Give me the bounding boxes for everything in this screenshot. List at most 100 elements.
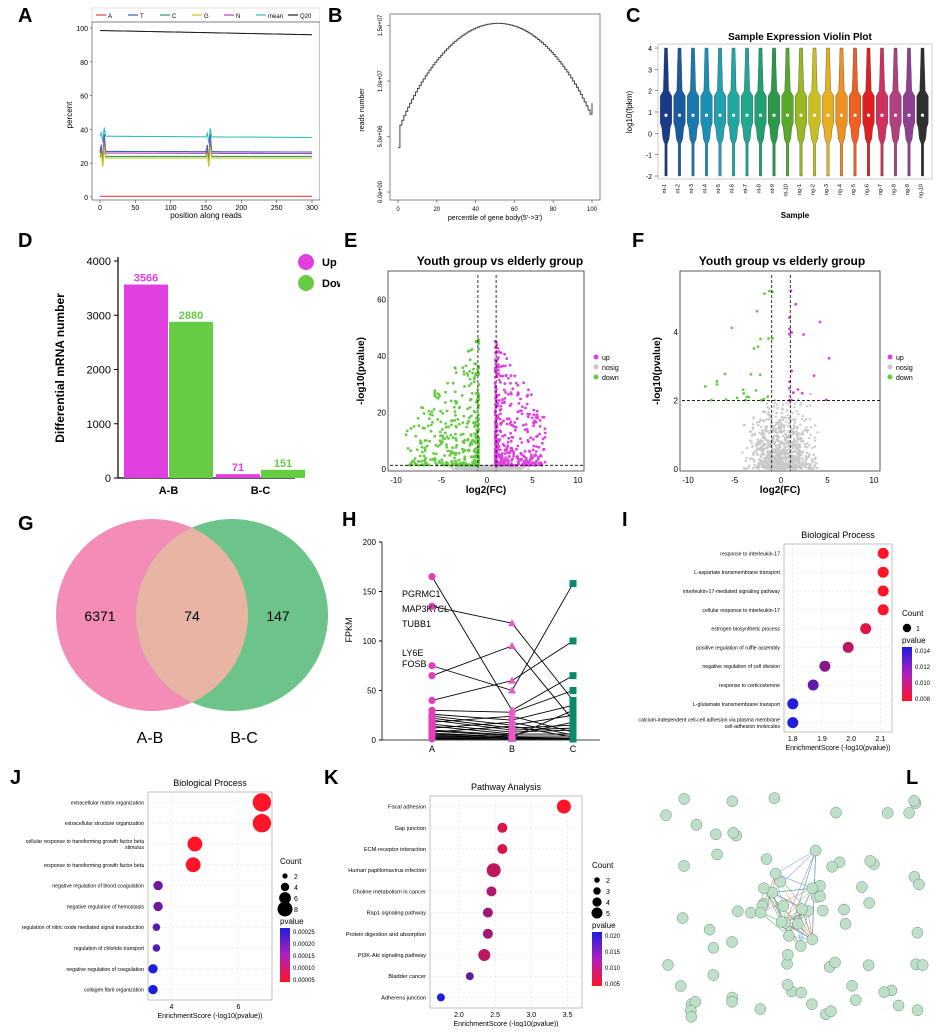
- point-down: [453, 419, 457, 422]
- point-down: [472, 367, 475, 371]
- tick-label: 60: [80, 94, 88, 101]
- point-nosig: [782, 416, 786, 419]
- violin-ng-6: [862, 47, 875, 177]
- point-nosig: [784, 432, 787, 435]
- point-nosig: [753, 433, 756, 436]
- panel-b-xlabel: percentile of gene body(5'->3'): [448, 215, 542, 222]
- point-up: [522, 423, 525, 427]
- point-nosig: [785, 421, 788, 424]
- pvalue-tick: 0.010: [915, 681, 931, 687]
- point-up: [497, 369, 500, 372]
- point-up: [535, 413, 539, 417]
- point-nosig: [522, 466, 525, 469]
- ppi-node: [707, 942, 720, 954]
- point-up: [497, 378, 501, 382]
- enrichment-point: [807, 679, 819, 691]
- point-up: [499, 461, 503, 465]
- venn-left-count: 6371: [84, 608, 115, 624]
- point-down: [742, 392, 746, 395]
- point-down: [461, 421, 465, 425]
- point-down: [439, 434, 442, 438]
- point-up: [508, 363, 512, 367]
- point-up: [505, 357, 509, 360]
- point-down: [444, 390, 447, 394]
- point-up: [522, 459, 526, 463]
- ppi-node: [829, 956, 841, 969]
- gene-label: LY6E: [402, 648, 423, 658]
- enrichment-point: [877, 566, 889, 578]
- point-down: [404, 433, 408, 437]
- point-up: [534, 420, 538, 424]
- term-label: collagen fibril organization: [84, 988, 144, 994]
- point-nosig: [792, 455, 795, 459]
- term-label: ECM-receptor interaction: [364, 847, 426, 853]
- point-nosig: [781, 434, 785, 438]
- violin-median: [785, 113, 790, 117]
- tick-label: 250: [271, 205, 283, 212]
- panel-b-label: B: [328, 5, 342, 27]
- point-nosig: [756, 446, 759, 450]
- point-down: [457, 458, 461, 462]
- point-down: [449, 433, 453, 437]
- point-down: [467, 384, 471, 388]
- point-up: [499, 404, 503, 408]
- point-nosig: [794, 455, 797, 458]
- point-up: [790, 331, 794, 334]
- point-down: [745, 395, 749, 399]
- tick-label: 200: [235, 205, 247, 212]
- legend-label: Q20: [300, 14, 312, 20]
- point-nosig: [815, 466, 818, 470]
- ppi-node: [817, 904, 829, 917]
- plot-area: [387, 270, 585, 472]
- tick-label: 0: [674, 465, 679, 474]
- violin-nt-9: [768, 47, 780, 177]
- point-nosig: [751, 427, 755, 430]
- group-label: B: [509, 744, 515, 754]
- point-nosig: [751, 467, 755, 470]
- ppi-node: [760, 853, 773, 865]
- point-up: [527, 388, 530, 392]
- point-up: [537, 445, 541, 449]
- point-nosig: [757, 424, 760, 427]
- point-down: [468, 443, 472, 447]
- point-down: [419, 441, 422, 445]
- point-nosig: [755, 444, 758, 447]
- point-b: [508, 718, 516, 726]
- point-up: [543, 460, 547, 464]
- term-label: interleukin-17-mediated signaling pathwa…: [683, 589, 780, 595]
- point-down: [472, 380, 476, 384]
- point-nosig: [756, 453, 759, 456]
- point-a: [428, 696, 436, 704]
- point-nosig: [801, 451, 804, 454]
- ppi-edge: [763, 888, 782, 923]
- point-down: [431, 420, 434, 424]
- point-up: [516, 457, 520, 461]
- volcano-points: [703, 289, 831, 471]
- point-up: [504, 374, 508, 378]
- point-up: [508, 404, 512, 408]
- point-up: [827, 356, 831, 360]
- point-up: [499, 457, 503, 461]
- point-down: [424, 439, 428, 442]
- point-nosig: [757, 466, 760, 469]
- point-nosig: [797, 432, 800, 435]
- coverage-curve: [398, 22, 593, 149]
- point-down: [470, 391, 474, 395]
- point-down: [444, 425, 448, 429]
- point-nosig: [455, 465, 458, 469]
- bar-value-label: 3566: [134, 273, 158, 285]
- point-down: [436, 396, 440, 400]
- point-nosig: [801, 432, 804, 436]
- point-down: [451, 450, 454, 454]
- term-label: cellular response to interleukin-17: [702, 608, 780, 614]
- point-nosig: [753, 463, 756, 466]
- point-up: [510, 462, 513, 466]
- point-down: [477, 457, 481, 461]
- panel-f-title: Youth group vs elderly group: [699, 254, 865, 268]
- violin-median: [812, 113, 817, 117]
- point-up: [497, 356, 500, 359]
- point-down: [446, 381, 450, 385]
- point-up: [501, 398, 504, 402]
- point-down: [756, 345, 760, 348]
- ppi-node: [726, 996, 738, 1008]
